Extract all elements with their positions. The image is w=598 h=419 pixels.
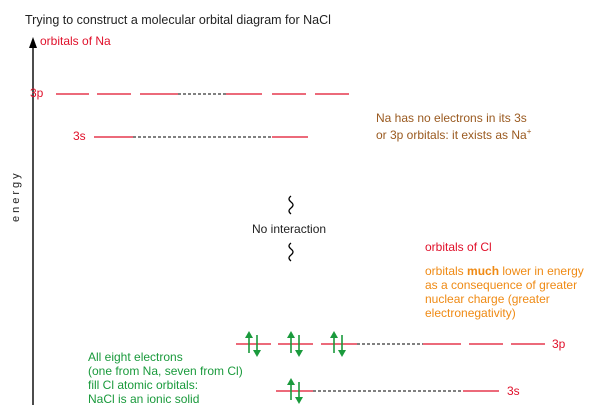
squiggle-upper-icon — [288, 195, 294, 215]
diagram-title: Trying to construct a molecular orbital … — [25, 13, 331, 27]
spin-down-arrowhead-icon — [338, 350, 346, 357]
summary-line3: fill Cl atomic orbitals: — [88, 378, 198, 392]
electron-pair — [287, 331, 303, 357]
na-orbitals-heading: orbitals of Na — [40, 34, 111, 48]
cl-note-line3: nuclear charge (greater — [425, 292, 550, 306]
spin-down-arrowhead-icon — [295, 350, 303, 357]
energy-axis-label: energy — [10, 170, 22, 222]
energy-axis-arrowhead — [29, 37, 37, 48]
spin-up-arrowhead-icon — [287, 331, 295, 338]
spin-up-arrowhead-icon — [245, 331, 253, 338]
electron-pair — [330, 331, 346, 357]
summary-line4: NaCl is an ionic solid — [88, 392, 199, 406]
na-3s-label: 3s — [73, 129, 86, 143]
na-note-line2: or 3p orbitals: it exists as Na+ — [376, 127, 532, 142]
electron-pair — [287, 378, 303, 404]
spin-down-arrowhead-icon — [253, 350, 261, 357]
spin-down-arrowhead-icon — [295, 397, 303, 404]
spin-up-arrowhead-icon — [330, 331, 338, 338]
na-note-superscript: + — [527, 127, 532, 136]
cl-3s-label: 3s — [507, 384, 520, 398]
na-3p-label: 3p — [30, 86, 44, 100]
summary-line2: (one from Na, seven from Cl) — [88, 364, 243, 378]
electron-pair — [245, 331, 261, 357]
no-interaction-label: No interaction — [252, 222, 326, 236]
cl-3p-label: 3p — [552, 337, 566, 351]
spin-up-arrowhead-icon — [287, 378, 295, 385]
summary-line1: All eight electrons — [88, 350, 183, 364]
cl-orbitals-heading: orbitals of Cl — [425, 240, 492, 254]
cl-note-line1: orbitals much lower in energy — [425, 264, 584, 278]
squiggle-lower-icon — [288, 242, 294, 262]
cl-note-line4: electronegativity) — [425, 306, 516, 320]
na-note-line1: Na has no electrons in its 3s — [376, 111, 527, 125]
cl-note-line2: as a consequence of greater — [425, 278, 577, 292]
